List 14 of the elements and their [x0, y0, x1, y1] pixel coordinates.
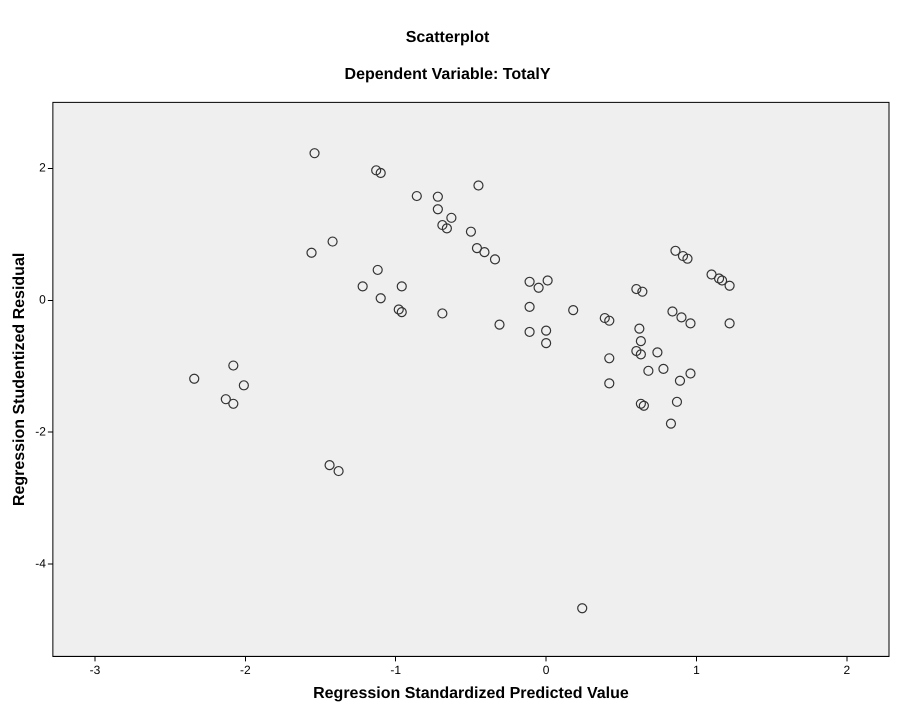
y-tick-label: 0 [39, 292, 46, 307]
chart-title: Scatterplot [406, 29, 490, 46]
x-tick-label: -3 [90, 662, 101, 677]
y-tick-label: -4 [35, 556, 46, 570]
y-axis-title: Regression Studentized Residual [11, 252, 28, 506]
y-tick-label: 2 [39, 160, 46, 175]
y-tick-label: -2 [35, 424, 46, 438]
x-tick-label: 1 [693, 662, 700, 677]
x-axis-title: Regression Standardized Predicted Value [313, 684, 629, 702]
x-tick-label: 2 [844, 662, 851, 677]
x-tick-label: -2 [240, 662, 252, 677]
chart-subtitle: Dependent Variable: TotalY [344, 66, 551, 84]
x-tick-label: -1 [390, 662, 402, 677]
x-tick-label: 0 [542, 662, 550, 677]
